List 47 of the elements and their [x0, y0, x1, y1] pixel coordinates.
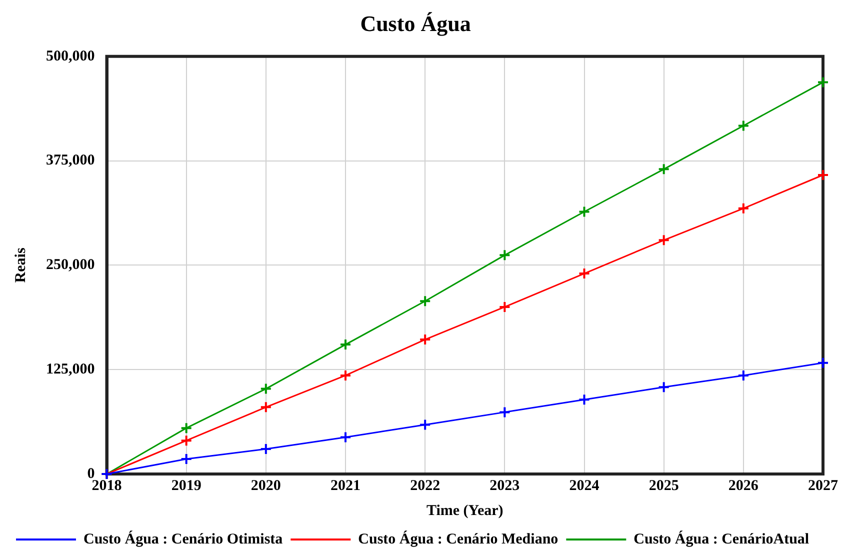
point [498, 249, 511, 262]
point [340, 431, 352, 444]
point [419, 295, 432, 308]
x-tick-label: 2022 [410, 478, 440, 494]
point [658, 381, 670, 394]
x-tick-label: 2018 [92, 478, 122, 494]
y-tick-label: 500,000 [46, 48, 95, 64]
point [658, 163, 670, 176]
point [340, 369, 352, 382]
point [737, 202, 750, 214]
x-tick-label: 2027 [808, 478, 838, 494]
legend-label: Custo Água : Cenário Mediano [358, 530, 558, 548]
point [578, 268, 590, 280]
x-tick-label: 2023 [490, 478, 520, 494]
legend-label: Custo Água : CenárioAtual [634, 530, 810, 548]
point [419, 418, 432, 431]
x-tick-label: 2021 [330, 478, 360, 494]
x-axis-title: Time (Year) [426, 502, 504, 519]
point [260, 442, 272, 455]
x-tick-label: 2026 [728, 478, 759, 494]
point [578, 394, 590, 406]
x-tick-label: 2025 [648, 478, 679, 494]
point [817, 356, 829, 369]
y-axis-title: Reais [12, 248, 29, 283]
point [817, 169, 829, 181]
point [260, 401, 272, 414]
y-tick-label: 375,000 [46, 152, 95, 169]
y-tick-label: 125,000 [46, 361, 95, 378]
point [260, 382, 272, 395]
point [737, 369, 750, 382]
point [419, 334, 432, 346]
point [737, 120, 750, 132]
point [340, 338, 352, 351]
x-tick-label: 2024 [569, 478, 600, 494]
point [180, 422, 192, 434]
point [817, 76, 829, 88]
x-tick-label: 2020 [250, 478, 281, 494]
chart-title: Custo Água [360, 10, 471, 36]
point [180, 452, 192, 465]
y-tick-label: 250,000 [46, 257, 95, 274]
point [498, 406, 511, 418]
point [578, 206, 590, 218]
point [658, 234, 670, 246]
legend-label: Custo Água : Cenário Otimista [84, 530, 284, 548]
x-tick-label: 2019 [171, 478, 202, 494]
point [498, 300, 511, 313]
point [180, 434, 192, 447]
